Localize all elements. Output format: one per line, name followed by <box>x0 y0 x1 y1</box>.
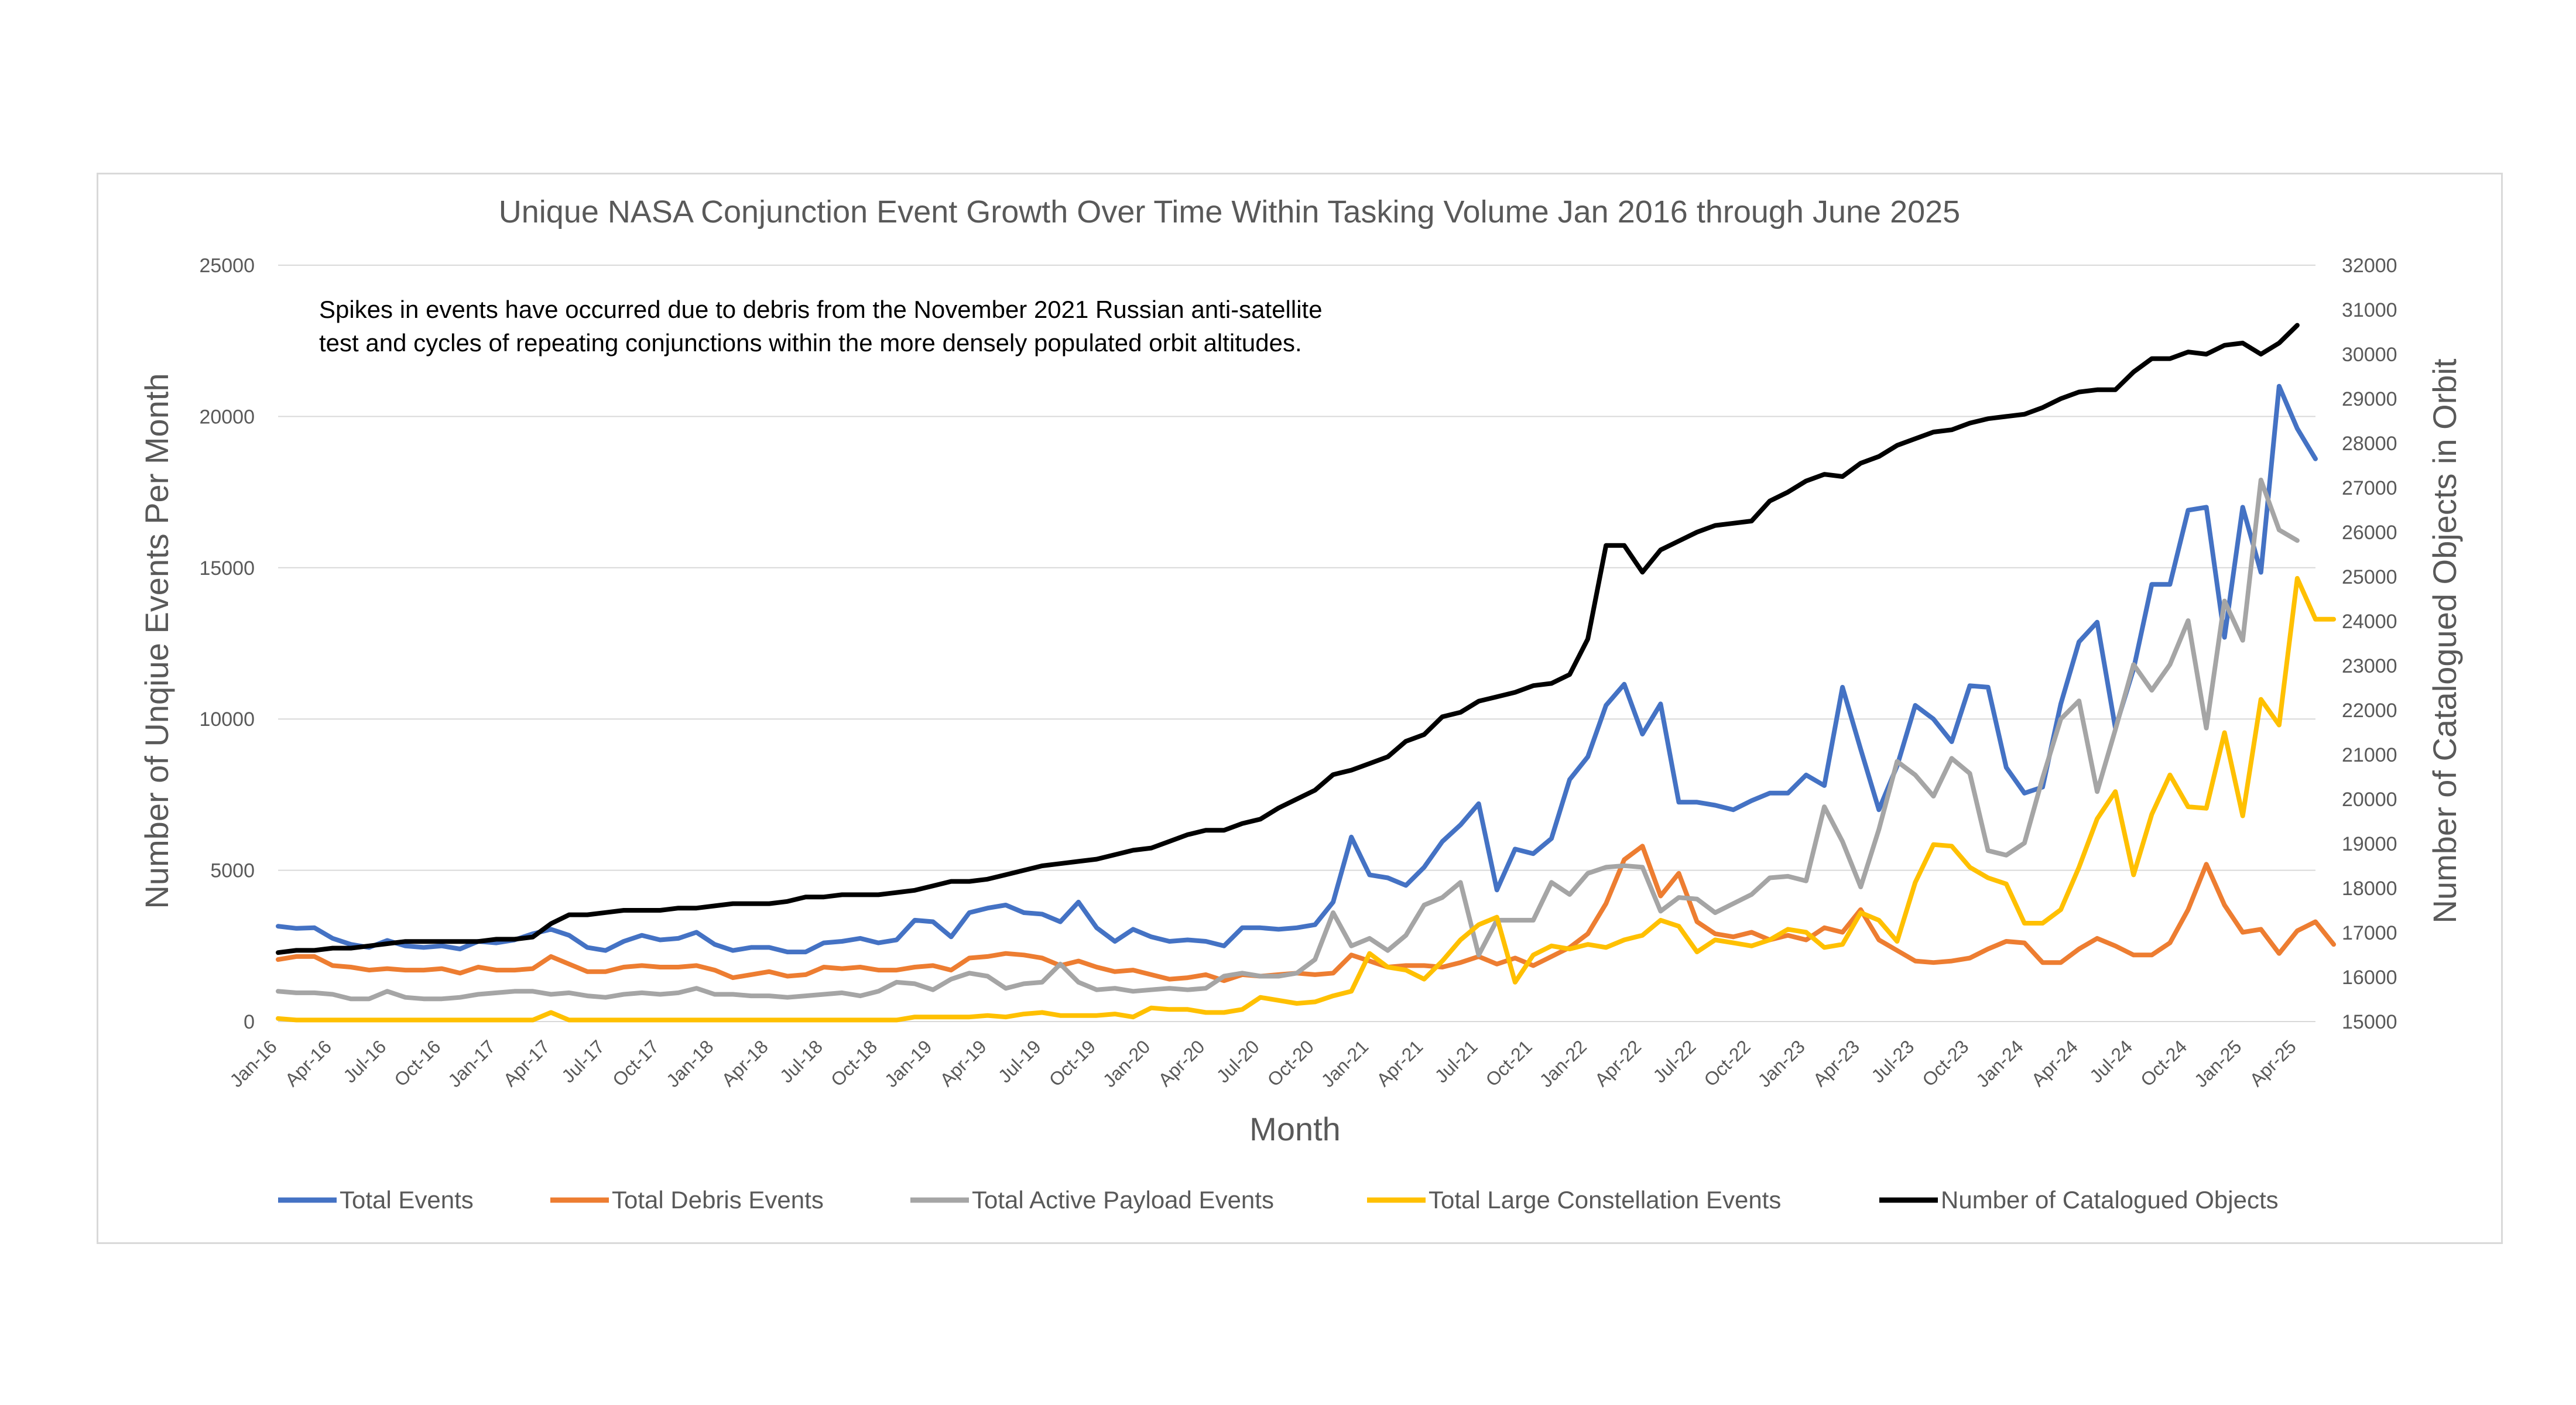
y-tick-label: 5000 <box>210 860 255 882</box>
x-tick-label: Oct-19 <box>1045 1036 1099 1090</box>
y-tick-label: 20000 <box>199 406 255 428</box>
y2-tick-label: 25000 <box>2342 566 2397 588</box>
x-tick-label: Jul-17 <box>557 1036 608 1087</box>
y2-tick-label: 26000 <box>2342 522 2397 544</box>
y-axis-left-ticks: 0 5000 10000 15000 20000 25000 <box>199 255 255 1033</box>
series-line-total-active-payload-events <box>276 477 2300 1002</box>
series-line-total-events <box>276 383 2318 955</box>
y2-tick-label: 22000 <box>2342 700 2397 722</box>
y2-tick-label: 30000 <box>2342 344 2397 366</box>
x-tick-label: Jul-23 <box>1867 1036 1918 1087</box>
x-tick-label: Oct-17 <box>608 1036 663 1090</box>
x-tick-label: Jul-24 <box>2085 1036 2136 1087</box>
x-tick-label: Jan-25 <box>2190 1036 2246 1091</box>
x-tick-label: Apr-22 <box>1591 1036 1645 1090</box>
x-tick-label: Jan-19 <box>881 1036 936 1091</box>
legend-label-total-events: Total Events <box>340 1186 474 1214</box>
chart-frame <box>97 173 2503 1244</box>
x-tick-label: Oct-23 <box>1918 1036 1972 1090</box>
y2-tick-label: 31000 <box>2342 299 2397 321</box>
x-tick-label: Oct-21 <box>1482 1036 1536 1090</box>
y2-tick-label: 24000 <box>2342 611 2397 633</box>
x-tick-label: Apr-19 <box>936 1036 990 1090</box>
chart-title: Unique NASA Conjunction Event Growth Ove… <box>499 194 1960 229</box>
y2-tick-label: 18000 <box>2342 878 2397 900</box>
y2-tick-label: 21000 <box>2342 744 2397 766</box>
y-axis-right-title: Number of Catalogued Objects in Orbit <box>2426 358 2463 923</box>
x-tick-label: Apr-18 <box>718 1036 772 1090</box>
x-axis-title: Month <box>1249 1111 1341 1147</box>
y-tick-label: 15000 <box>199 557 255 580</box>
y-tick-label: 0 <box>244 1011 255 1033</box>
x-tick-label: Jan-18 <box>662 1036 718 1091</box>
y2-tick-label: 23000 <box>2342 655 2397 677</box>
x-tick-label: Jul-20 <box>1212 1036 1263 1087</box>
x-tick-label: Apr-25 <box>2246 1036 2300 1090</box>
x-tick-label: Oct-24 <box>2136 1036 2191 1090</box>
x-tick-label: Oct-20 <box>1263 1036 1318 1090</box>
x-tick-label: Jul-19 <box>994 1036 1045 1087</box>
x-tick-label: Jul-21 <box>1431 1036 1482 1087</box>
y2-tick-label: 20000 <box>2342 789 2397 811</box>
legend-label-total-active-payload-events: Total Active Payload Events <box>972 1186 1274 1214</box>
y2-tick-label: 29000 <box>2342 388 2397 410</box>
y2-tick-label: 19000 <box>2342 833 2397 855</box>
y-tick-label: 10000 <box>199 708 255 731</box>
x-tick-label: Jan-20 <box>1099 1036 1155 1091</box>
chart-annotation-line-1: Spikes in events have occurred due to de… <box>319 296 1323 323</box>
x-tick-label: Jul-22 <box>1649 1036 1700 1087</box>
y2-tick-label: 28000 <box>2342 433 2397 455</box>
x-tick-label: Apr-20 <box>1154 1036 1208 1090</box>
legend: Total Events Total Debris Events Total Act… <box>278 1186 2279 1214</box>
x-tick-label: Oct-22 <box>1700 1036 1754 1090</box>
y2-tick-label: 17000 <box>2342 922 2397 944</box>
series-line-number-of-catalogued-objects <box>276 323 2300 955</box>
x-tick-label: Apr-17 <box>499 1036 554 1090</box>
x-tick-label: Jul-16 <box>339 1036 390 1087</box>
x-tick-label: Jan-22 <box>1535 1036 1591 1091</box>
chart-annotation-line-2: test and cycles of repeating conjunction… <box>319 329 1302 357</box>
y2-tick-label: 27000 <box>2342 477 2397 499</box>
legend-label-total-large-constellation-events: Total Large Constellation Events <box>1429 1186 1781 1214</box>
x-tick-label: Apr-21 <box>1372 1036 1427 1090</box>
legend-label-total-debris-events: Total Debris Events <box>612 1186 824 1214</box>
x-tick-label: Apr-24 <box>2027 1036 2082 1090</box>
x-tick-label: Apr-23 <box>1809 1036 1864 1090</box>
y-axis-right-ticks: 15000 16000 17000 18000 19000 20000 21000 22000… <box>2342 255 2397 1033</box>
series-line-total-large-constellation-events <box>276 575 2337 1023</box>
x-tick-label: Oct-18 <box>827 1036 881 1090</box>
x-tick-label: Oct-16 <box>390 1036 444 1090</box>
x-tick-label: Jan-17 <box>444 1036 499 1091</box>
x-tick-label: Jan-23 <box>1753 1036 1809 1091</box>
series-line-total-debris-events <box>276 844 2337 984</box>
x-tick-label: Jul-18 <box>776 1036 827 1087</box>
gridlines <box>278 265 2315 1022</box>
x-tick-label: Jan-24 <box>1972 1036 2027 1091</box>
series-layer <box>276 323 2337 1023</box>
x-tick-label: Jan-16 <box>225 1036 281 1091</box>
y2-tick-label: 16000 <box>2342 967 2397 989</box>
x-tick-label: Jan-21 <box>1317 1036 1373 1091</box>
y2-tick-label: 32000 <box>2342 255 2397 277</box>
x-tick-label: Apr-16 <box>281 1036 335 1090</box>
y-axis-left-title: Number of Unqiue Events Per Month <box>138 373 175 909</box>
legend-label-number-of-catalogued-objects: Number of Catalogued Objects <box>1941 1186 2279 1214</box>
y2-tick-label: 15000 <box>2342 1011 2397 1033</box>
y-tick-label: 25000 <box>199 255 255 277</box>
